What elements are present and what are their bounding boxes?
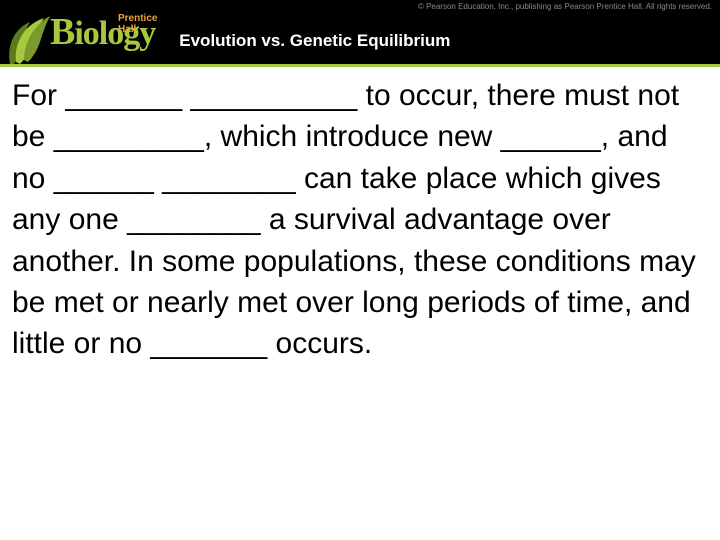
slide-title: Evolution vs. Genetic Equilibrium: [179, 31, 450, 51]
body-paragraph: For _______ __________ to occur, there m…: [12, 75, 708, 365]
publisher-label: Prentice Hall: [118, 13, 157, 35]
textbook-logo: Prentice Hall Biology: [0, 10, 155, 54]
slide-content: For _______ __________ to occur, there m…: [0, 67, 720, 365]
leaf-wing-icon: [2, 14, 52, 69]
slide-header: © Pearson Education, Inc., publishing as…: [0, 0, 720, 64]
copyright-text: © Pearson Education, Inc., publishing as…: [418, 2, 712, 11]
